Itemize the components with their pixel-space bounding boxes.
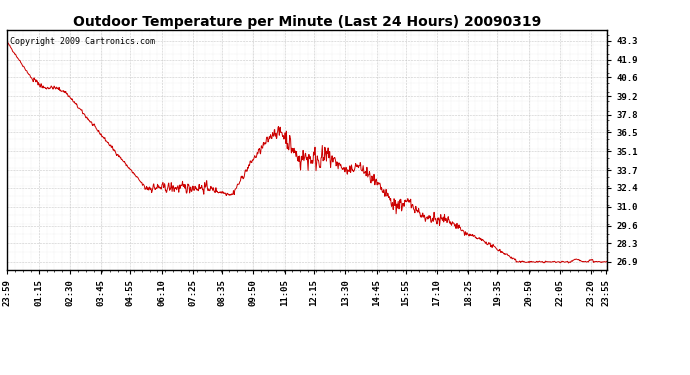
Title: Outdoor Temperature per Minute (Last 24 Hours) 20090319: Outdoor Temperature per Minute (Last 24 …	[73, 15, 541, 29]
Text: Copyright 2009 Cartronics.com: Copyright 2009 Cartronics.com	[10, 37, 155, 46]
